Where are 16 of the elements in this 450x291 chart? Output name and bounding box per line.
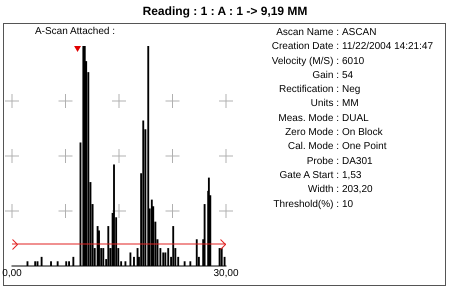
text: Cal. Mode : One Point [286, 140, 386, 154]
text: Gate A Start : 1,53 [278, 168, 362, 183]
chart-subtitle: A-Scan Attached : [34, 26, 116, 37]
text: Velocity (M/S) : 6010 [270, 54, 364, 69]
text: Units : MM [310, 97, 359, 112]
text: Gain : 54 [311, 68, 354, 83]
x-tick-label: 30,00 [213, 268, 239, 279]
text: Threshold(%) : 10 [272, 198, 354, 212]
text: Ascan Name : ASCAN [275, 26, 376, 40]
text: Creation Date : 11/22/2004 14:21:47 [270, 40, 434, 54]
text: Rectification : Neg [278, 83, 360, 98]
chart-title: Reading : 1 : A : 1 -> 9,19 MM [142, 4, 308, 18]
text: Width : 203,20 [306, 183, 373, 198]
text: Probe : DA301 [306, 154, 373, 169]
text: Zero Mode : On Block [284, 126, 383, 140]
text: Meas. Mode : DUAL [277, 112, 369, 126]
